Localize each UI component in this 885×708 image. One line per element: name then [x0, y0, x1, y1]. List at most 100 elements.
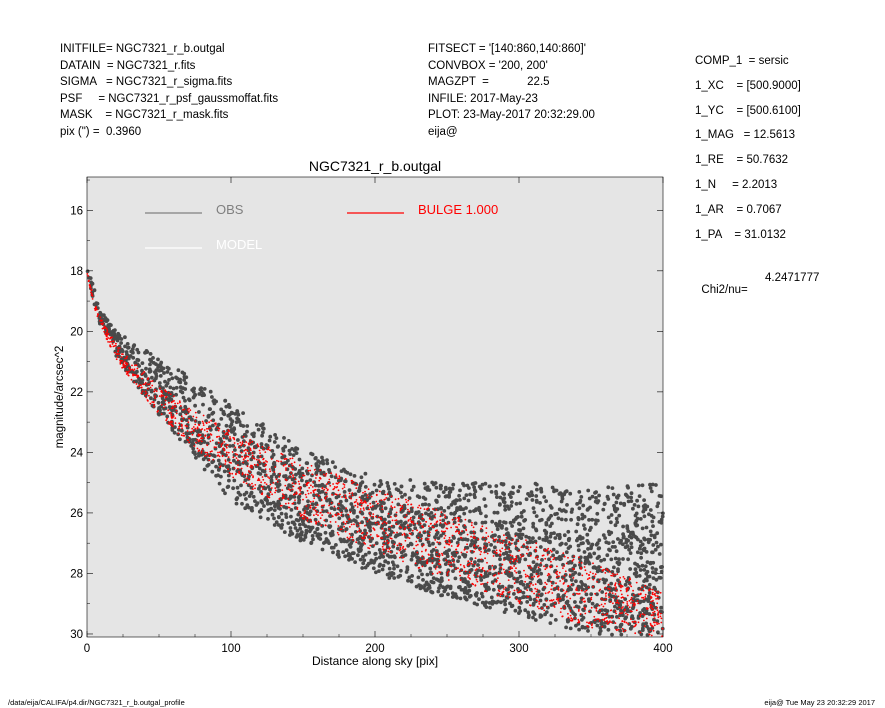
obs-point	[587, 518, 591, 522]
bulge-model-point	[646, 607, 648, 609]
obs-point	[559, 517, 564, 522]
obs-point	[529, 490, 534, 495]
bulge-model-point	[422, 544, 425, 546]
bulge-model-point	[499, 554, 502, 556]
obs-point	[409, 557, 414, 562]
obs-point	[219, 474, 223, 479]
bulge-model-point	[249, 484, 251, 486]
obs-point	[577, 627, 581, 632]
obs-point	[587, 496, 592, 501]
obs-point	[197, 392, 202, 396]
obs-point	[638, 568, 643, 572]
bulge-model-point	[283, 458, 286, 460]
obs-point	[294, 535, 299, 539]
bulge-model-point	[526, 552, 528, 555]
bulge-model-point	[654, 594, 657, 597]
bulge-model-point	[583, 597, 585, 600]
bulge-model-point	[197, 433, 200, 436]
bulge-model-point	[356, 530, 359, 533]
bulge-model-point	[458, 523, 460, 526]
bulge-model-point	[332, 483, 334, 485]
bulge-model-point	[369, 502, 372, 505]
obs-point	[648, 486, 653, 490]
bulge-model-point	[566, 596, 568, 598]
bulge-model-point	[329, 521, 332, 523]
obs-point	[636, 483, 641, 488]
bulge-model-point	[344, 494, 347, 496]
obs-point	[273, 433, 277, 437]
bulge-model-point	[371, 537, 374, 539]
obs-point	[501, 497, 505, 502]
obs-point	[191, 438, 196, 442]
bulge-model-point	[544, 581, 547, 584]
bulge-model-point	[348, 492, 351, 495]
bulge-model-point	[581, 599, 584, 601]
bulge-model-point	[591, 623, 594, 625]
bulge-model-point	[249, 439, 252, 441]
bulge-model-point	[636, 600, 639, 602]
bulge-model-point	[560, 607, 562, 610]
bulge-model-point	[517, 591, 520, 594]
bulge-model-point	[583, 606, 586, 609]
bulge-model-point	[229, 437, 232, 440]
obs-point	[423, 563, 427, 568]
bulge-model-point	[555, 582, 557, 585]
obs-point	[640, 614, 645, 618]
bulge-model-point	[435, 521, 438, 523]
obs-point	[331, 550, 335, 555]
obs-point	[175, 376, 180, 381]
bulge-model-point	[572, 558, 575, 561]
bulge-model-point	[501, 542, 504, 544]
bulge-model-point	[531, 590, 533, 593]
bulge-model-point	[601, 613, 604, 616]
obs-point	[221, 488, 226, 492]
obs-point	[546, 517, 551, 522]
obs-point	[579, 495, 584, 499]
obs-point	[383, 517, 387, 522]
obs-point	[573, 600, 577, 604]
bulge-model-point	[619, 576, 621, 579]
bulge-model-point	[433, 523, 436, 525]
obs-point	[293, 526, 298, 530]
obs-point	[528, 551, 533, 556]
obs-point	[383, 506, 388, 511]
bulge-model-point	[296, 506, 299, 509]
obs-point	[506, 573, 511, 577]
obs-point	[292, 501, 297, 506]
bulge-model-point	[206, 444, 209, 447]
bulge-model-point	[438, 559, 441, 562]
bulge-model-point	[515, 567, 517, 570]
obs-point	[640, 563, 645, 568]
obs-point	[634, 571, 639, 575]
obs-point	[264, 443, 269, 447]
bulge-model-point	[352, 481, 355, 484]
obs-point	[274, 481, 279, 486]
bulge-model-point	[622, 606, 624, 608]
obs-point	[500, 584, 505, 589]
obs-point	[494, 484, 499, 488]
bulge-model-point	[484, 557, 486, 560]
obs-point	[631, 506, 635, 511]
obs-point	[372, 482, 377, 487]
bulge-model-point	[559, 580, 561, 582]
obs-point	[516, 489, 521, 494]
bulge-model-point	[644, 584, 647, 587]
obs-point	[508, 520, 513, 525]
obs-point	[178, 406, 183, 410]
bulge-model-point	[526, 595, 529, 598]
obs-point	[378, 562, 382, 567]
obs-point	[463, 595, 467, 600]
bulge-model-point	[573, 606, 576, 609]
obs-point	[660, 565, 664, 569]
obs-point	[378, 479, 383, 483]
obs-point	[236, 490, 241, 495]
bulge-model-point	[441, 552, 443, 555]
bulge-model-point	[603, 617, 606, 620]
obs-point	[551, 547, 556, 552]
obs-point	[634, 574, 639, 579]
obs-point	[100, 313, 104, 317]
obs-point	[385, 534, 390, 539]
bulge-model-point	[389, 551, 392, 553]
bulge-model-point	[434, 568, 437, 570]
bulge-model-point	[266, 495, 269, 497]
